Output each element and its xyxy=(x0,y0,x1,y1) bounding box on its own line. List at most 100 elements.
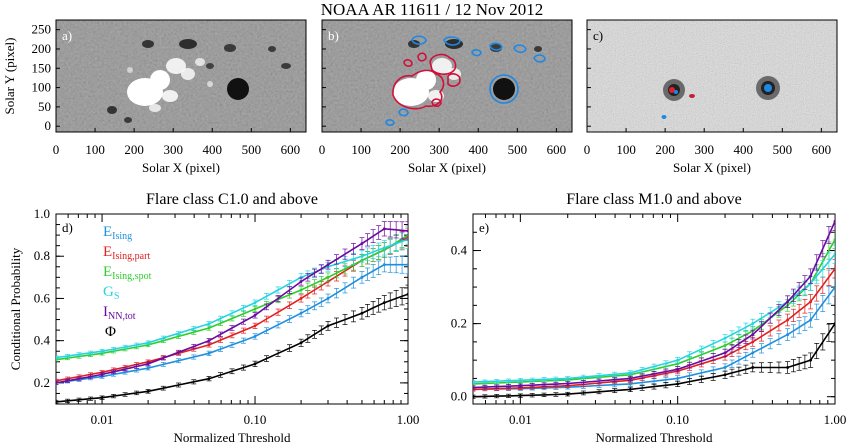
map-panel-c: c) xyxy=(586,19,838,133)
data-point xyxy=(326,324,330,328)
map-x-tick-label: 500 xyxy=(508,142,528,157)
data-point xyxy=(207,351,211,355)
data-point xyxy=(253,324,257,328)
data-point xyxy=(146,362,150,366)
data-point xyxy=(207,339,211,343)
series-i-nn-tot xyxy=(56,221,408,385)
positive-contours xyxy=(392,52,461,110)
series-e-ising xyxy=(56,255,408,385)
chart-e-panel-label: e) xyxy=(479,220,489,235)
data-point xyxy=(518,378,522,382)
data-point xyxy=(473,380,475,384)
data-point xyxy=(253,301,257,305)
data-point xyxy=(566,392,570,396)
map-y-tick-label: 100 xyxy=(32,80,52,95)
data-point xyxy=(751,322,755,326)
data-point xyxy=(406,292,408,296)
data-point xyxy=(146,341,150,345)
map-x-tick-label: 600 xyxy=(281,142,301,157)
map-y-tick-label: 250 xyxy=(32,22,52,37)
data-point xyxy=(207,377,211,381)
chart-d-panel-label: d) xyxy=(62,220,73,235)
panel-a-noise xyxy=(56,20,306,132)
data-point xyxy=(299,280,303,283)
legend-symbol: Φ xyxy=(105,324,116,340)
data-point xyxy=(326,263,330,267)
data-point xyxy=(360,254,364,258)
data-point xyxy=(146,389,150,393)
y-tick-label: 0.4 xyxy=(451,243,468,258)
legend-subscript: S xyxy=(114,291,120,302)
sunspot-right xyxy=(756,76,780,100)
x-tick-label: 0.01 xyxy=(91,412,114,427)
positive-polarity-region xyxy=(127,58,213,112)
series-line xyxy=(473,253,835,383)
data-point xyxy=(473,386,475,389)
map-y-axis-label: Solar Y (pixel) xyxy=(2,37,17,114)
data-point xyxy=(723,373,727,377)
legend-subscript: Ising,spot xyxy=(112,271,151,282)
svg-text:EIsing,part: EIsing,part xyxy=(103,244,150,262)
y-tick-label: 0.2 xyxy=(34,375,50,390)
data-point xyxy=(566,377,570,380)
map-x-tick-label: 300 xyxy=(429,142,449,157)
chart-d-x-axis-label: Normalized Threshold xyxy=(173,430,291,445)
map-x-tick-label: 0 xyxy=(319,142,326,157)
map-x-tick-label: 400 xyxy=(203,142,223,157)
data-point xyxy=(406,229,408,233)
data-point xyxy=(809,274,813,278)
data-point xyxy=(406,263,408,267)
data-point xyxy=(253,313,257,317)
data-point xyxy=(786,318,790,322)
data-point xyxy=(360,311,364,315)
data-point xyxy=(751,366,755,369)
map-x-tick-label: 100 xyxy=(85,142,105,157)
data-point xyxy=(723,336,727,340)
map-x-axis-label-c: Solar X (pixel) xyxy=(673,160,751,175)
map-y-tick-label: 150 xyxy=(32,60,52,75)
data-point xyxy=(56,356,58,359)
panel-b-frame xyxy=(321,19,573,133)
plot-area xyxy=(473,214,835,399)
data-point xyxy=(751,333,755,336)
x-tick-label: 0.01 xyxy=(509,412,532,427)
map-x-tick-label: 200 xyxy=(124,142,144,157)
data-point xyxy=(833,267,835,271)
data-point xyxy=(326,297,330,300)
data-point xyxy=(382,301,386,305)
legend-symbol: G xyxy=(103,284,114,300)
svg-text:EIsing,spot: EIsing,spot xyxy=(103,264,152,282)
data-point xyxy=(299,311,303,315)
data-point xyxy=(628,382,632,386)
panel-a-frame xyxy=(55,19,307,133)
data-point xyxy=(56,400,58,404)
data-point xyxy=(833,285,835,289)
data-point xyxy=(518,394,522,397)
data-point xyxy=(833,219,835,223)
legend-subscript: Ising,part xyxy=(112,251,150,262)
y-tick-label: 0.4 xyxy=(34,333,51,348)
map-x-axis-label-a: Solar X (pixel) xyxy=(142,160,220,175)
map-y-tick-label: 50 xyxy=(38,99,51,114)
y-tick-label: 0.6 xyxy=(34,290,51,305)
x-tick-label: 1.00 xyxy=(824,412,847,427)
data-point xyxy=(100,349,104,353)
panel-c-noise xyxy=(587,20,837,132)
legend-subscript: Ising xyxy=(112,231,132,242)
chart-e-x-axis-label: Normalized Threshold xyxy=(595,430,713,445)
data-point xyxy=(723,351,727,355)
data-point xyxy=(382,246,386,250)
data-point xyxy=(628,371,632,375)
legend-entry-e-ising: EIsing xyxy=(103,224,132,242)
negative-polarity-region xyxy=(408,39,542,100)
data-point xyxy=(833,322,835,326)
chart-d-y-axis-label: Conditional Probability xyxy=(8,247,23,370)
plot-frame xyxy=(472,213,836,405)
chart-e: 0.01 0.10 1.00 0.0 0.2 0.4 xyxy=(451,213,847,427)
legend-entry-g-s: GS xyxy=(103,284,119,302)
x-tick-label: 0.10 xyxy=(244,412,267,427)
legend-entry-phi: Φ xyxy=(105,324,116,340)
svg-text:EIsing: EIsing xyxy=(103,224,132,242)
data-point xyxy=(360,242,364,245)
map-x-axis-label-b: Solar X (pixel) xyxy=(408,160,486,175)
